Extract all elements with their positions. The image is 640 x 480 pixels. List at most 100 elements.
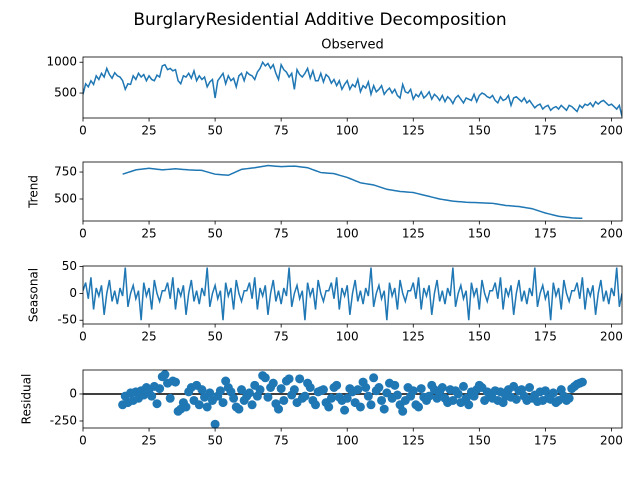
axes-frame (82, 161, 623, 222)
x-tick-label: 175 (534, 227, 557, 241)
x-tick-label: 100 (336, 124, 359, 138)
x-tick-label: 75 (274, 434, 289, 448)
point (305, 382, 315, 392)
y-axis-label: Trend (27, 175, 41, 209)
point (247, 400, 257, 410)
point (311, 400, 321, 410)
point (324, 402, 334, 412)
point (234, 404, 244, 414)
y-tick-label: 0 (69, 386, 77, 400)
chart-title: BurglaryResidential Additive Decompositi… (133, 10, 506, 30)
point (326, 393, 336, 403)
point (237, 385, 247, 395)
point (152, 399, 162, 409)
point (218, 398, 228, 408)
point (194, 400, 204, 410)
point (577, 377, 587, 387)
y-tick-label: 750 (54, 165, 77, 179)
x-tick-label: 125 (402, 124, 425, 138)
y-tick-label: 1000 (46, 55, 77, 69)
x-tick-label: 25 (141, 124, 156, 138)
x-tick-label: 125 (402, 434, 425, 448)
point (170, 377, 180, 387)
point (229, 393, 239, 403)
point (408, 386, 418, 396)
x-tick-label: 25 (141, 330, 156, 344)
point (437, 382, 447, 392)
x-tick-label: 200 (600, 434, 623, 448)
panel-title: Observed (321, 38, 384, 53)
point (363, 391, 373, 401)
point (548, 388, 558, 398)
series-line (83, 267, 622, 321)
point (284, 374, 294, 384)
x-tick-label: 125 (402, 330, 425, 344)
point (181, 402, 191, 412)
x-tick-label: 50 (207, 434, 222, 448)
x-tick-label: 50 (207, 227, 222, 241)
x-tick-label: 75 (274, 330, 289, 344)
x-tick-label: 175 (534, 124, 557, 138)
point (255, 385, 265, 395)
point (147, 391, 157, 401)
point (416, 384, 426, 394)
point (210, 419, 220, 429)
point (300, 391, 310, 401)
x-tick-label: 175 (534, 434, 557, 448)
x-tick-label: 150 (468, 124, 491, 138)
series-line (83, 60, 622, 117)
y-tick-label: 500 (54, 86, 77, 100)
point (377, 395, 387, 405)
point (414, 402, 424, 412)
point (369, 373, 379, 383)
axes-frame (82, 265, 623, 325)
x-tick-label: 25 (141, 227, 156, 241)
point (215, 386, 225, 396)
point (289, 385, 299, 395)
point (276, 384, 286, 394)
y-axis-label: Residual (20, 374, 34, 425)
x-tick-label: 200 (600, 124, 623, 138)
point (353, 385, 363, 395)
point (374, 382, 384, 392)
x-tick-label: 75 (274, 227, 289, 241)
point (390, 380, 400, 390)
y-tick-label: 500 (54, 191, 77, 205)
point (511, 394, 521, 404)
point (361, 382, 371, 392)
x-tick-label: 0 (79, 434, 87, 448)
x-tick-label: 150 (468, 330, 491, 344)
x-tick-label: 150 (468, 227, 491, 241)
point (205, 388, 215, 398)
point (268, 378, 278, 388)
x-tick-label: 150 (468, 434, 491, 448)
x-tick-label: 100 (336, 330, 359, 344)
point (295, 374, 305, 384)
point (279, 395, 289, 405)
point (525, 382, 535, 392)
x-tick-label: 100 (336, 227, 359, 241)
point (355, 402, 365, 412)
x-tick-label: 50 (207, 124, 222, 138)
x-tick-label: 200 (600, 330, 623, 344)
point (453, 389, 463, 399)
axes-frame (82, 56, 623, 119)
x-tick-label: 0 (79, 124, 87, 138)
point (155, 384, 165, 394)
point (202, 402, 212, 412)
point (398, 406, 408, 416)
y-axis-label: Seasonal (27, 268, 41, 322)
series-line (122, 164, 583, 220)
y-tick-label: 0 (69, 286, 77, 300)
point (379, 404, 389, 414)
point (392, 390, 402, 400)
point (244, 388, 254, 398)
x-tick-label: 175 (534, 330, 557, 344)
x-tick-label: 0 (79, 227, 87, 241)
x-tick-label: 25 (141, 434, 156, 448)
point (448, 395, 458, 405)
point (340, 405, 350, 415)
x-tick-label: 100 (336, 434, 359, 448)
point (274, 404, 284, 414)
